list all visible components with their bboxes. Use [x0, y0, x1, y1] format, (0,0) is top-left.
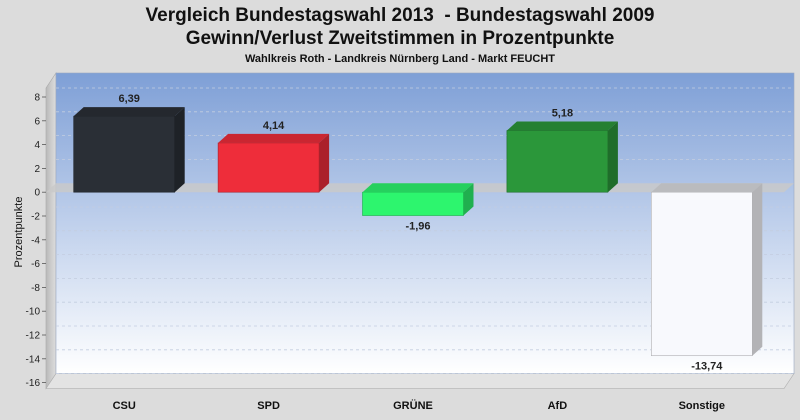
y-tick-label: -4: [31, 235, 40, 246]
y-tick-label: -10: [26, 307, 41, 318]
category-label: GRÜNE: [393, 399, 433, 412]
value-label: 6,39: [118, 93, 139, 105]
y-tick-label: -16: [26, 378, 41, 389]
y-tick-label: 0: [34, 188, 40, 199]
y-tick-label: -2: [31, 212, 40, 223]
bar-afd: [506, 121, 618, 193]
x-axis-categories: CSU SPD GRÜNE AfD Sonstige: [113, 399, 725, 412]
bar-side: [463, 183, 474, 216]
category-label: Sonstige: [679, 400, 725, 412]
y-tick-label: 8: [34, 93, 40, 104]
y-tick-label: -6: [31, 259, 40, 270]
bar-front: [362, 191, 464, 216]
bar-front: [650, 191, 753, 357]
bar-side: [607, 121, 618, 193]
bar-side: [319, 133, 330, 193]
chart-caption: Wahlkreis Roth - Landkreis Nürnberg Land…: [244, 53, 556, 65]
y-tick-label: 4: [34, 140, 40, 151]
bar-side: [174, 107, 185, 193]
chart-titles: Vergleich Bundestagswahl 2013 - Bundesta…: [0, 0, 800, 66]
bar-front: [217, 142, 320, 193]
bar-grüne: [362, 183, 474, 216]
y-tick-label: 2: [34, 164, 40, 175]
bar-sonstige: [650, 183, 763, 357]
value-label: 4,14: [263, 120, 285, 132]
value-labels: 6,39 4,14 -1,96 5,18 -13,74: [118, 93, 723, 373]
bar-top: [506, 121, 618, 131]
y-tick-label: -12: [26, 331, 41, 342]
bar-side: [752, 183, 763, 356]
category-label: SPD: [257, 400, 280, 412]
left-wall: [45, 72, 57, 390]
y-tick-label: -8: [31, 283, 40, 294]
bar-top: [362, 183, 474, 193]
chart-subtitle: Gewinn/Verlust Zweitstimmen in Prozentpu…: [185, 28, 615, 49]
bar-top: [73, 107, 185, 117]
bar-front: [506, 130, 609, 193]
category-label: CSU: [113, 400, 136, 412]
y-tick-label: -14: [26, 354, 41, 365]
y-axis-label: Prozentpunkte: [13, 197, 25, 268]
value-label: -1,96: [405, 221, 430, 233]
y-axis-ticks: 8 6 4 2 0 -2 -4 -6 -8 -10 -12 -14 -16: [26, 93, 46, 389]
bars: [73, 107, 763, 357]
bar-top: [218, 133, 330, 143]
chart-title: Vergleich Bundestagswahl 2013 - Bundesta…: [145, 5, 655, 26]
bar-spd: [217, 133, 330, 193]
bar-front: [73, 115, 175, 193]
category-label: AfD: [548, 400, 568, 412]
floor: [45, 373, 795, 389]
value-label: -13,74: [691, 361, 723, 373]
bar-top: [651, 183, 763, 193]
y-tick-label: 6: [34, 116, 40, 127]
bar-csu: [73, 107, 185, 193]
value-label: 5,18: [552, 108, 573, 120]
